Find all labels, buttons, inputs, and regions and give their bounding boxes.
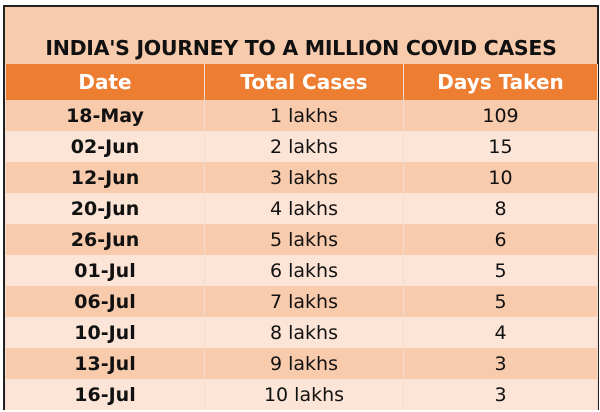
total-cases-cell[interactable]: 3 lakhs — [204, 162, 404, 193]
days-taken-cell[interactable]: 5 — [403, 286, 598, 317]
date-cell[interactable]: 13-Jul — [5, 348, 205, 379]
days-taken-cell[interactable]: 4 — [403, 317, 598, 348]
total-cases-cell[interactable]: 2 lakhs — [204, 131, 404, 162]
table-row: 10-Jul 8 lakhs 4 — [5, 317, 598, 348]
table-row: 01-Jul 6 lakhs 5 — [5, 255, 598, 286]
total-cases-cell[interactable]: 5 lakhs — [204, 224, 404, 255]
table-row: 26-Jun 5 lakhs 6 — [5, 224, 598, 255]
spreadsheet-table: INDIA'S JOURNEY TO A MILLION COVID CASES… — [3, 5, 599, 410]
total-cases-cell[interactable]: 6 lakhs — [204, 255, 404, 286]
total-cases-cell[interactable]: 1 lakhs — [204, 100, 404, 131]
table-row: 13-Jul 9 lakhs 3 — [5, 348, 598, 379]
header-date[interactable]: Date — [5, 64, 205, 100]
total-cases-cell[interactable]: 7 lakhs — [204, 286, 404, 317]
header-total-cases[interactable]: Total Cases — [204, 64, 404, 100]
days-taken-cell[interactable]: 109 — [403, 100, 598, 131]
table-row: 12-Jun 3 lakhs 10 — [5, 162, 598, 193]
days-taken-cell[interactable]: 6 — [403, 224, 598, 255]
date-cell[interactable]: 26-Jun — [5, 224, 205, 255]
table-row: 20-Jun 4 lakhs 8 — [5, 193, 598, 224]
date-cell[interactable]: 12-Jun — [5, 162, 205, 193]
table-title[interactable]: INDIA'S JOURNEY TO A MILLION COVID CASES — [5, 7, 597, 64]
total-cases-cell[interactable]: 4 lakhs — [204, 193, 404, 224]
days-taken-cell[interactable]: 15 — [403, 131, 598, 162]
days-taken-cell[interactable]: 8 — [403, 193, 598, 224]
data-table: Date Total Cases Days Taken 18-May 1 lakh… — [5, 64, 598, 410]
days-taken-cell[interactable]: 3 — [403, 348, 598, 379]
date-cell[interactable]: 16-Jul — [5, 379, 205, 410]
table-row: 02-Jun 2 lakhs 15 — [5, 131, 598, 162]
date-cell[interactable]: 18-May — [5, 100, 205, 131]
header-row: Date Total Cases Days Taken — [5, 64, 598, 100]
days-taken-cell[interactable]: 5 — [403, 255, 598, 286]
date-cell[interactable]: 01-Jul — [5, 255, 205, 286]
table-row: 06-Jul 7 lakhs 5 — [5, 286, 598, 317]
table-row: 16-Jul 10 lakhs 3 — [5, 379, 598, 410]
date-cell[interactable]: 20-Jun — [5, 193, 205, 224]
table-row: 18-May 1 lakhs 109 — [5, 100, 598, 131]
days-taken-cell[interactable]: 3 — [403, 379, 598, 410]
total-cases-cell[interactable]: 9 lakhs — [204, 348, 404, 379]
date-cell[interactable]: 10-Jul — [5, 317, 205, 348]
date-cell[interactable]: 06-Jul — [5, 286, 205, 317]
date-cell[interactable]: 02-Jun — [5, 131, 205, 162]
header-days-taken[interactable]: Days Taken — [403, 64, 598, 100]
days-taken-cell[interactable]: 10 — [403, 162, 598, 193]
total-cases-cell[interactable]: 10 lakhs — [204, 379, 404, 410]
total-cases-cell[interactable]: 8 lakhs — [204, 317, 404, 348]
